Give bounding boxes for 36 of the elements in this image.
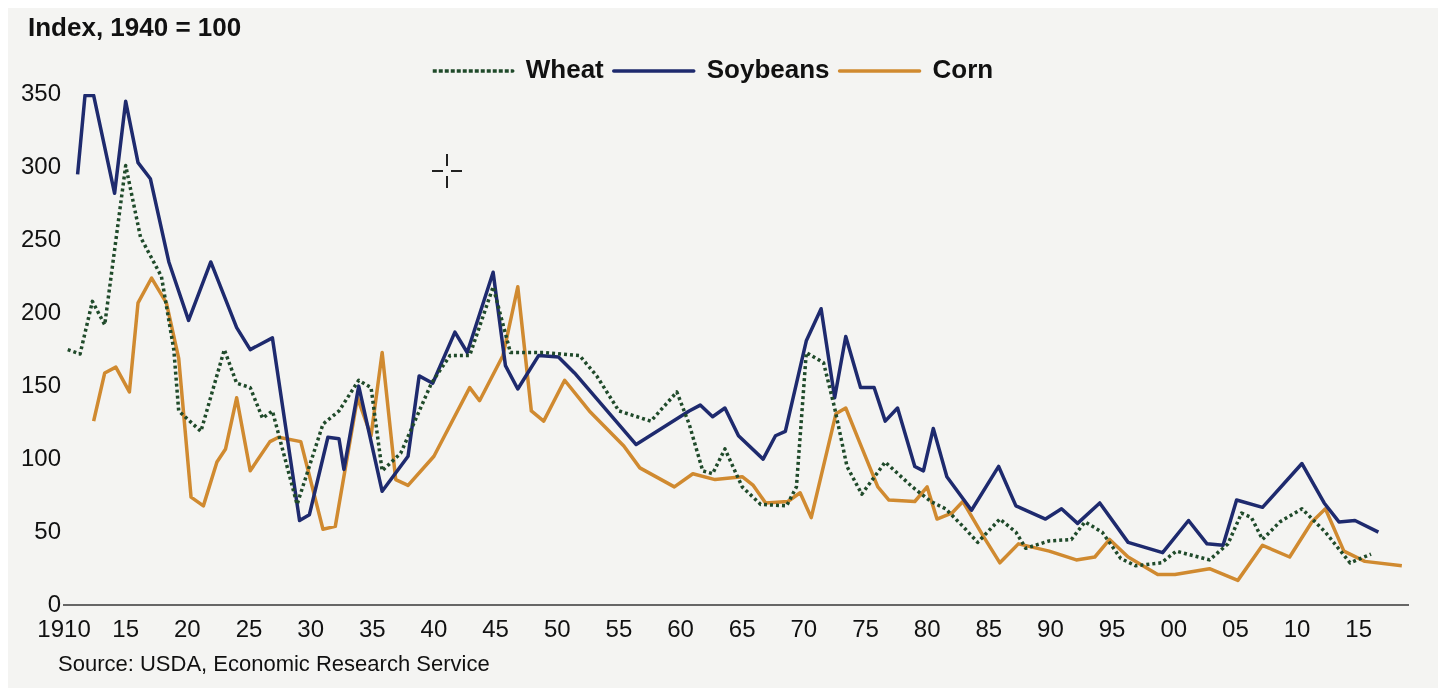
x-tick-label: 05 <box>1222 615 1249 643</box>
source-note: Source: USDA, Economic Research Service <box>58 651 490 677</box>
y-tick-label: 50 <box>34 516 62 544</box>
x-tick-label: 75 <box>852 615 879 643</box>
x-tick-label: 60 <box>667 615 694 643</box>
x-tick-label: 00 <box>1160 615 1188 643</box>
x-tick-label: 15 <box>1345 615 1373 643</box>
y-axis-title: Index, 1940 = 100 <box>28 12 242 43</box>
x-tick-label: 45 <box>482 615 509 643</box>
y-tick-label: 300 <box>21 151 62 179</box>
y-tick-label: 250 <box>21 224 62 252</box>
y-tick-label: 150 <box>21 370 62 398</box>
x-tick-label: 10 <box>1283 615 1311 643</box>
x-tick-label: 80 <box>913 615 941 643</box>
x-tick-label: 95 <box>1098 615 1126 643</box>
x-tick-label: 65 <box>728 615 756 643</box>
y-tick-label: 100 <box>21 443 62 471</box>
legend-label: Soybeans <box>706 54 830 85</box>
x-tick-label: 20 <box>173 615 201 643</box>
x-tick-label: 50 <box>543 615 571 643</box>
x-tick-label: 35 <box>358 615 386 643</box>
x-tick-label: 55 <box>605 615 633 643</box>
x-tick-label: 1910 <box>37 615 91 643</box>
x-tick-label: 25 <box>235 615 263 643</box>
y-tick-label: 350 <box>21 78 62 106</box>
x-tick-label: 15 <box>112 615 140 643</box>
x-tick-label: 85 <box>975 615 1003 643</box>
x-tick-label: 40 <box>420 615 448 643</box>
x-tick-label: 90 <box>1037 615 1064 643</box>
legend-label: Wheat <box>525 54 605 85</box>
line-series <box>65 163 1373 568</box>
legend-label: Corn <box>932 54 994 85</box>
y-tick-label: 200 <box>21 297 62 325</box>
x-tick-label: 70 <box>790 615 818 643</box>
y-tick-label: 0 <box>47 589 62 617</box>
x-tick-label: 30 <box>297 615 324 643</box>
